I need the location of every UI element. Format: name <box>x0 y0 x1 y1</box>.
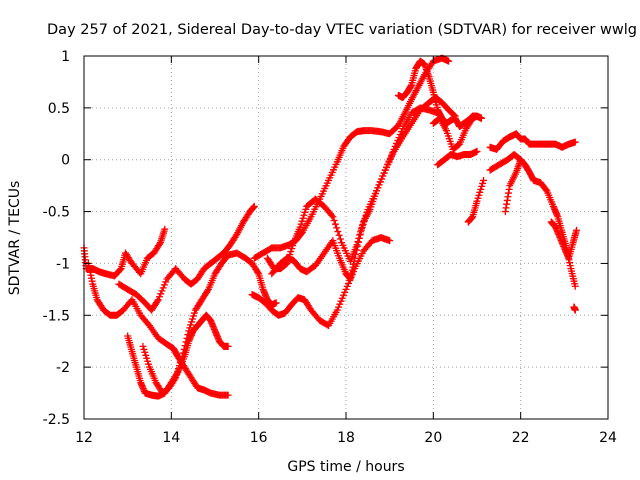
data-point <box>359 221 367 229</box>
data-point <box>254 268 262 276</box>
data-point <box>116 266 124 274</box>
data-point <box>171 375 179 383</box>
data-point <box>161 225 169 233</box>
data-point <box>354 238 362 245</box>
y-tick-label: -2.5 <box>43 412 70 428</box>
data-point <box>357 228 365 236</box>
x-tick-label: 16 <box>250 430 268 446</box>
data-points <box>80 54 581 400</box>
data-point <box>480 176 488 184</box>
data-point <box>336 235 344 243</box>
data-point <box>334 228 342 236</box>
y-tick-label: -1 <box>56 256 70 272</box>
data-point <box>204 287 212 295</box>
data-point <box>353 241 361 249</box>
data-point <box>356 231 364 239</box>
x-axis-label: GPS time / hours <box>287 459 404 475</box>
series-track-15 <box>486 130 579 153</box>
data-point <box>386 237 394 245</box>
data-point <box>224 342 232 350</box>
series-track-7 <box>250 54 453 262</box>
chart-title: Day 257 of 2021, Sidereal Day-to-day VTE… <box>47 22 637 38</box>
data-point <box>282 260 290 268</box>
x-tick-label: 12 <box>75 430 93 446</box>
y-tick-label: -0.5 <box>43 205 70 221</box>
series-track-4 <box>139 249 280 397</box>
data-point <box>571 282 579 290</box>
x-tick-label: 24 <box>599 430 617 446</box>
series-track-1 <box>80 225 169 280</box>
y-tick-label: -2 <box>56 360 70 376</box>
data-point <box>355 234 363 242</box>
data-point <box>330 216 338 224</box>
y-axis-label: SDTVAR / TECUs <box>7 181 23 296</box>
data-point <box>180 345 188 353</box>
data-point <box>358 224 366 232</box>
series-track-12 <box>434 147 481 169</box>
data-point <box>517 156 525 164</box>
data-point <box>328 211 336 219</box>
y-tick-label: 0.5 <box>48 101 70 117</box>
data-point <box>571 138 579 146</box>
data-point <box>179 349 187 357</box>
data-point <box>183 334 191 342</box>
series-track-5 <box>115 202 258 314</box>
data-point <box>178 353 186 361</box>
x-tick-label: 14 <box>162 430 180 446</box>
y-tick-label: 1 <box>61 49 70 65</box>
axis-ticks <box>83 55 609 420</box>
series-track-14 <box>486 151 579 290</box>
series-track-2 <box>84 259 232 399</box>
y-tick-labels: -2.5 -2 -1.5 -1 -0.5 0 0.5 1 <box>43 49 70 428</box>
data-point <box>573 226 581 234</box>
data-point <box>445 57 453 65</box>
data-point <box>155 240 163 248</box>
data-point <box>272 299 280 307</box>
x-tick-label: 22 <box>512 430 530 446</box>
series-track-3 <box>124 311 232 400</box>
series-track-16 <box>547 218 581 262</box>
y-tick-label: 0 <box>61 153 70 169</box>
y-tick-label: -1.5 <box>43 308 70 324</box>
data-point <box>224 391 232 399</box>
data-point <box>335 231 343 239</box>
data-point <box>473 147 481 155</box>
series-track-17 <box>570 303 579 314</box>
data-point <box>182 338 190 346</box>
series-track-6 <box>248 234 394 330</box>
data-point <box>571 306 579 314</box>
data-point <box>331 220 339 228</box>
data-point <box>329 213 337 221</box>
data-point <box>153 297 161 305</box>
x-tick-labels: 12 14 16 18 20 22 24 <box>75 430 617 446</box>
series-track-18 <box>501 156 525 216</box>
series-track-13 <box>464 176 488 226</box>
data-point <box>181 342 189 350</box>
data-point <box>184 331 192 339</box>
x-tick-label: 20 <box>424 430 442 446</box>
data-point <box>250 202 258 210</box>
x-tick-label: 18 <box>337 430 355 446</box>
series-track-11 <box>429 112 485 153</box>
data-point <box>477 114 485 122</box>
data-point <box>333 224 341 232</box>
